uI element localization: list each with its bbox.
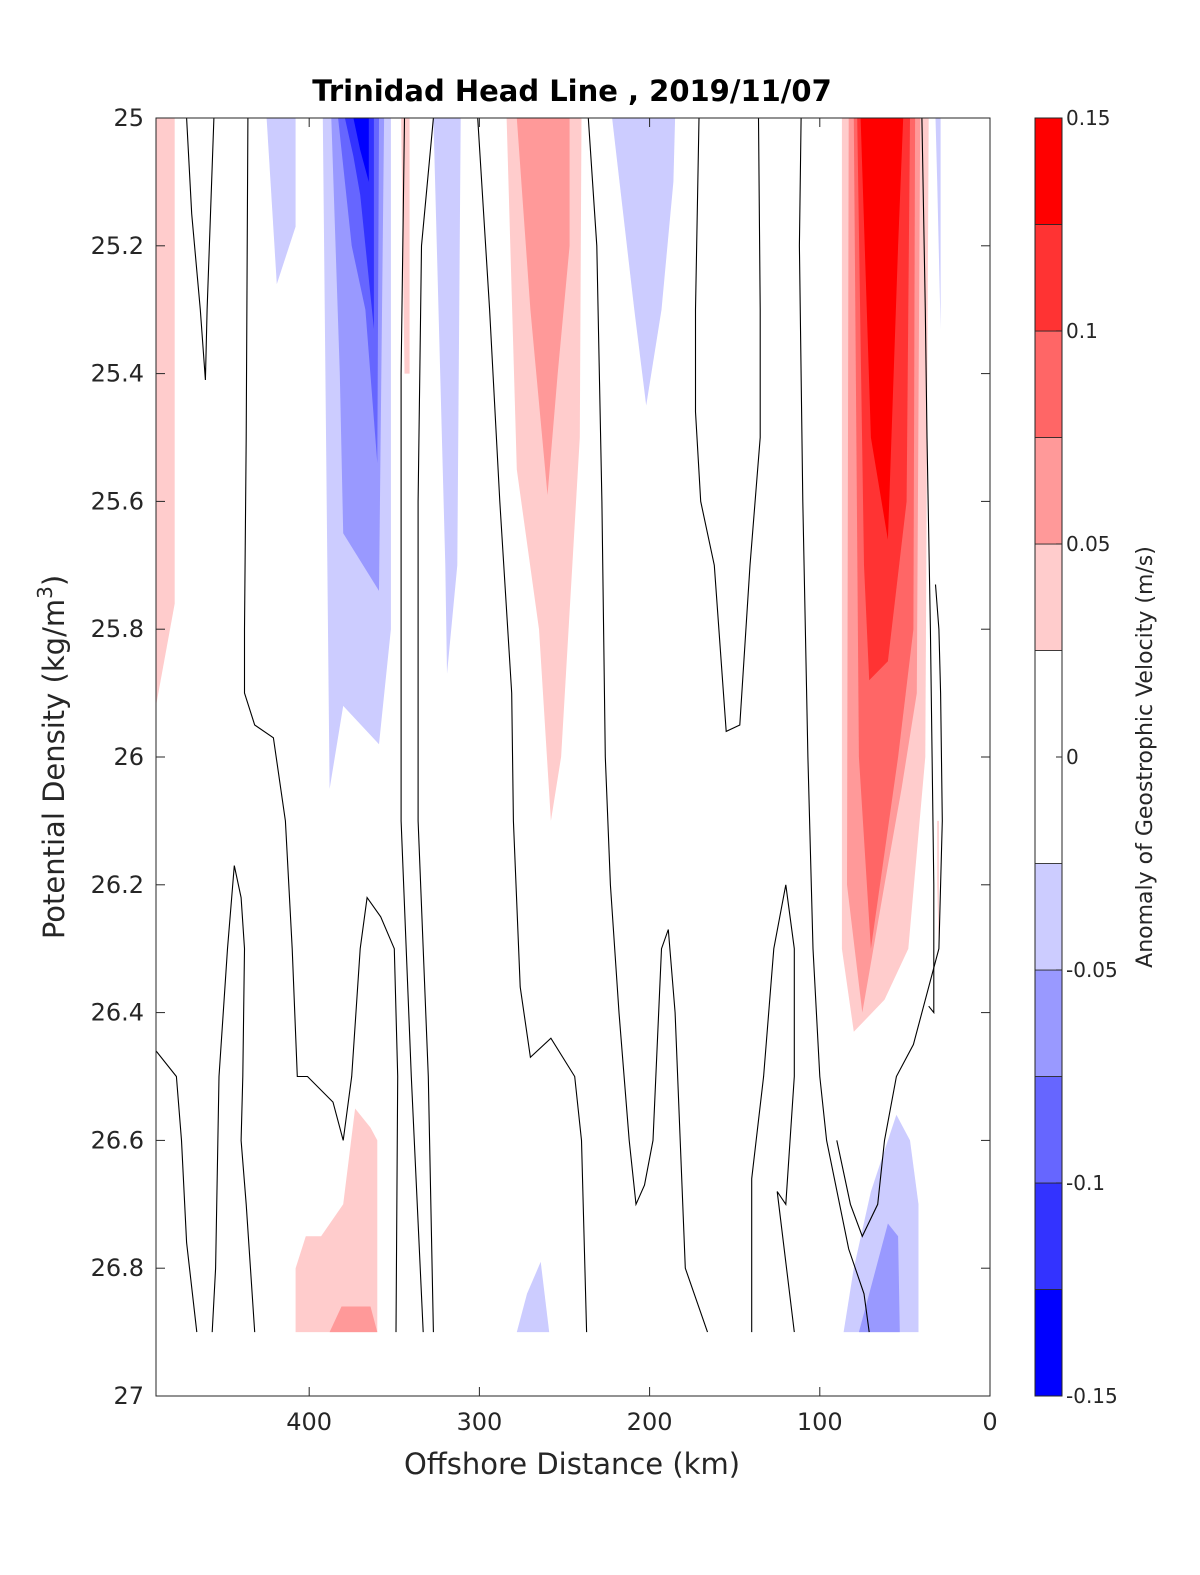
zero-contour-lines	[156, 118, 943, 1333]
chart-title: Trinidad Head Line , 2019/11/07	[312, 74, 832, 108]
y-tick-label: 26.4	[91, 999, 144, 1027]
y-tick-label: 27	[113, 1382, 144, 1410]
colorbar-tick-label: -0.05	[1066, 958, 1118, 982]
x-tick-label: 0	[982, 1408, 997, 1436]
colorbar-ticks: 0.15 0.1 0.05 0 -0.05 -0.1 -0.15	[1056, 106, 1118, 1408]
colorbar-swatch	[1034, 1182, 1063, 1290]
contour-fill-region-23	[858, 1223, 900, 1333]
contour-fill-region-17	[935, 118, 941, 329]
y-tick-label: 25.2	[91, 232, 144, 260]
y-tick-label: 25.4	[91, 360, 144, 388]
colorbar-swatch	[1034, 969, 1063, 1077]
colorbar-swatch	[1034, 117, 1063, 225]
colorbar-swatch	[1034, 1289, 1063, 1397]
x-axis-label: Offshore Distance (km)	[404, 1447, 740, 1481]
zero-contour-line-8	[751, 884, 795, 1333]
colorbar-label: Anomaly of Geostrophic Velocity (m/s)	[1133, 546, 1158, 968]
contour-fill-region-11	[612, 118, 676, 406]
x-tick-label: 200	[627, 1408, 673, 1436]
y-axis-label-superscript: 3	[33, 586, 57, 599]
zero-contour-line-6	[694, 118, 761, 733]
colorbar-swatch	[1034, 437, 1063, 545]
y-tick-label: 26.8	[91, 1254, 144, 1282]
colorbar-swatch	[1034, 863, 1063, 971]
x-tick-label: 300	[456, 1408, 502, 1436]
zero-contour-line-7	[798, 118, 870, 1333]
colorbar-tick-label: 0.05	[1066, 532, 1111, 556]
y-tick-label: 25.6	[91, 487, 144, 515]
zero-contour-line-4	[477, 118, 588, 1333]
contour-fill-region-22	[843, 1114, 919, 1333]
zero-contour-line-11	[156, 1050, 198, 1333]
colorbar-swatch	[1034, 224, 1063, 332]
zero-contour-line-0	[186, 118, 215, 381]
x-tick-label: 100	[797, 1408, 843, 1436]
y-tick-label: 26.2	[91, 871, 144, 899]
y-tick-label: 26.6	[91, 1126, 144, 1154]
colorbar-tick-label: 0	[1066, 745, 1079, 769]
colorbar-swatch	[1034, 543, 1063, 651]
zero-contour-line-9	[921, 118, 935, 1015]
y-tick-label: 25.8	[91, 615, 144, 643]
colorbar-tick-label: -0.15	[1066, 1384, 1118, 1408]
zero-contour-line-12	[211, 865, 256, 1333]
contour-fill-region-8	[433, 118, 461, 674]
contour-fill-region-16	[860, 118, 904, 540]
x-axis-ticks: 400 300 200 100 0	[286, 118, 998, 1436]
y-tick-label: 25	[113, 104, 144, 132]
contour-fill-region-1	[266, 118, 296, 285]
zero-contour-line-3	[417, 118, 434, 1333]
y-tick-label: 26	[113, 743, 144, 771]
contour-fill-region-19	[295, 1108, 378, 1333]
colorbar-tick-label: 0.1	[1066, 319, 1098, 343]
contour-fill-region-10	[516, 118, 570, 495]
zero-contour-line-1	[243, 118, 399, 1333]
colorbar-swatches	[1034, 117, 1063, 1397]
colorbar-tick-label: 0.15	[1066, 106, 1111, 130]
colorbar-swatch	[1034, 1076, 1063, 1184]
contour-fill-region-21	[516, 1261, 550, 1333]
filled-contours	[156, 118, 941, 1333]
colorbar-tick-label: -0.1	[1066, 1171, 1105, 1195]
contour-plot-area: 400 300 200 100 0 25 25.2 25.4 25.6 25.8 26 26.2 26…	[91, 104, 998, 1436]
x-tick-label: 400	[286, 1408, 332, 1436]
contour-fill-region-0	[156, 118, 175, 706]
colorbar: 0.15 0.1 0.05 0 -0.05 -0.1 -0.15	[1034, 106, 1118, 1408]
y-axis-label: Potential Density (kg/m3)	[33, 575, 71, 939]
zero-contour-line-5	[587, 118, 709, 1333]
contour-fill-region-20	[329, 1306, 378, 1333]
contour-fill-region-6	[353, 118, 369, 182]
zero-contour-line-2	[400, 118, 424, 1333]
y-axis-label-close: )	[37, 575, 71, 586]
colorbar-swatch	[1034, 330, 1063, 438]
zero-contour-line-10	[836, 584, 943, 1238]
y-axis-ticks: 25 25.2 25.4 25.6 25.8 26 26.2 26.4 26.6 26.8 27	[91, 104, 990, 1410]
contour-fill-region-18	[937, 820, 939, 956]
y-axis-label-main: Potential Density (kg/m	[37, 599, 71, 939]
